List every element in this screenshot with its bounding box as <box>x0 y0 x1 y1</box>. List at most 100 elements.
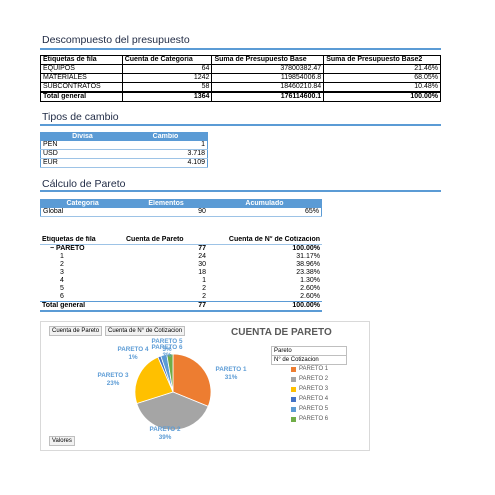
pareto-pivot-total-cell[interactable]: Total general <box>40 301 124 312</box>
budget-cell[interactable]: 18460210.84 <box>211 82 325 93</box>
budget-cell[interactable]: 10.48% <box>323 82 441 93</box>
pareto-pivot-cell[interactable]: 100.00% <box>208 244 322 253</box>
values-button[interactable]: Valores <box>49 436 75 446</box>
pareto-pivot-total-row: Total general 77 100.00% <box>40 301 322 312</box>
budget-cell[interactable]: 37800382.47 <box>211 64 325 74</box>
pareto-pivot-header-cell[interactable]: Cuenta de N° de Cotizacion <box>208 236 322 245</box>
pie-chart <box>134 353 212 431</box>
pareto-pivot-cell[interactable]: 3 <box>60 269 64 276</box>
budget-cell[interactable]: 119854006.8 <box>211 73 325 83</box>
pareto-pivot-cell[interactable]: 18 <box>198 269 206 276</box>
exchange-cell[interactable]: PEN <box>40 141 124 150</box>
pareto-pivot-cell[interactable]: 2.60% <box>300 293 320 300</box>
pie-slice-pareto-1[interactable] <box>172 353 212 407</box>
table-row: USD 3.718 <box>40 149 208 159</box>
exchange-section-title: Tipos de cambio <box>42 111 119 123</box>
budget-cell[interactable]: 64 <box>121 64 213 74</box>
pareto-calc-table: Categoria Elementos Acumulado Global 90 … <box>40 199 322 217</box>
pareto-calc-cell[interactable]: Global <box>40 208 125 217</box>
legend-item[interactable]: PARETO 4 <box>291 396 328 402</box>
slice-percent-text: 23% <box>106 380 120 387</box>
exchange-cell[interactable]: 3.718 <box>123 149 208 159</box>
pareto-calc-header-cell[interactable]: Elementos <box>124 199 208 208</box>
budget-total-cell[interactable]: Total general <box>40 91 123 102</box>
pareto-calc-cell[interactable]: 90 <box>124 208 208 217</box>
pareto-pivot-cell[interactable]: 24 <box>198 253 206 260</box>
pie-slice-pareto-3[interactable] <box>134 356 174 404</box>
pareto-pivot-cell[interactable]: 38.96% <box>296 261 320 268</box>
pareto-pivot-cell[interactable]: 6 <box>60 293 64 300</box>
pareto-pivot-total-cell[interactable]: 77 <box>124 301 208 312</box>
exchange-cell[interactable]: 4.109 <box>123 158 208 168</box>
budget-cell[interactable]: 68.05% <box>323 73 441 83</box>
budget-cell[interactable]: 58 <box>121 82 213 93</box>
pareto-pivot-cell[interactable]: 2.60% <box>300 285 320 292</box>
legend-label: PARETO 4 <box>299 396 329 402</box>
pareto-pivot-cell[interactable]: 2 <box>202 285 206 292</box>
table-row: EQUIPOS 64 37800382.47 21.46% <box>40 64 441 74</box>
budget-cell[interactable]: EQUIPOS <box>40 64 123 74</box>
exchange-header-cell[interactable]: Divisa <box>40 132 124 141</box>
pareto-pivot-cell[interactable]: 5 <box>60 285 64 292</box>
budget-total-cell[interactable]: 176114600.1 <box>211 91 325 102</box>
legend-swatch <box>291 366 296 372</box>
slice-category-text: PARETO 4 <box>117 346 149 353</box>
pareto-pivot-cell[interactable]: − PARETO <box>40 244 124 253</box>
field-button-pareto[interactable]: Cuenta de Pareto <box>49 326 103 336</box>
budget-header-cell[interactable]: Suma de Presupuesto Base2 <box>323 55 441 65</box>
table-row: 6 2 2.60% <box>40 293 322 302</box>
pareto-pivot-cell[interactable]: 30 <box>198 261 206 268</box>
pareto-calc-cell[interactable]: 65% <box>207 208 322 217</box>
pareto-calc-header-cell[interactable]: Acumulado <box>207 199 322 208</box>
exchange-cell[interactable]: USD <box>40 149 124 159</box>
pie-slice-label: PARETO 1 31% <box>211 366 251 382</box>
budget-total-cell[interactable]: 100.00% <box>323 91 441 102</box>
legend-field-cotizacion[interactable]: N° de Cotizacion <box>271 355 347 365</box>
pareto-pivot-cell[interactable]: 1 <box>202 277 206 284</box>
pareto-pivot-header-cell[interactable]: Etiquetas de fila <box>40 236 124 245</box>
pareto-group-label: PARETO <box>56 245 85 252</box>
pareto-pivot-header-cell[interactable]: Cuenta de Pareto <box>124 236 208 245</box>
budget-cell[interactable]: SUBCONTRATOS <box>40 82 123 93</box>
legend-item[interactable]: PARETO 3 <box>291 386 328 392</box>
pie-slice-pareto-2[interactable] <box>136 391 209 431</box>
pie-slice-label: PARETO 4 1% <box>113 346 153 362</box>
budget-header-row: Etiquetas de fila Cuenta de Categoria Su… <box>40 55 441 65</box>
budget-cell[interactable]: 1242 <box>121 73 213 83</box>
budget-cell[interactable]: 21.46% <box>323 64 441 74</box>
legend-item[interactable]: PARETO 1 <box>291 366 328 372</box>
pareto-pivot-cell[interactable]: 1 <box>60 253 64 260</box>
pie-slice-pareto-6[interactable] <box>166 353 174 393</box>
legend-label: PARETO 1 <box>299 366 329 372</box>
slice-category-text: PARETO 2 <box>149 426 181 433</box>
chart-title[interactable]: CUENTA DE PARETO <box>231 327 332 338</box>
budget-total-cell[interactable]: 1364 <box>121 91 213 102</box>
collapse-icon[interactable]: − <box>50 245 55 252</box>
pareto-pivot-cell[interactable]: 23.38% <box>296 269 320 276</box>
budget-header-cell[interactable]: Cuenta de Categoria <box>121 55 213 65</box>
pareto-calc-header-cell[interactable]: Categoria <box>40 199 125 208</box>
budget-cell[interactable]: MATERIALES <box>40 73 123 83</box>
budget-header-cell[interactable]: Suma de Presupuesto Base <box>211 55 325 65</box>
table-row: 5 2 2.60% <box>40 285 322 293</box>
exchange-header-cell[interactable]: Cambio <box>123 132 208 141</box>
pareto-pivot-chart[interactable]: Cuenta de Pareto Cuenta de N° de Cotizac… <box>40 321 370 451</box>
pareto-pivot-cell[interactable]: 2 <box>202 293 206 300</box>
budget-header-cell[interactable]: Etiquetas de fila <box>40 55 123 65</box>
pareto-pivot-total-cell[interactable]: 100.00% <box>208 301 322 312</box>
table-row: EUR 4.109 <box>40 158 208 168</box>
pareto-pivot-cell[interactable]: 2 <box>60 261 64 268</box>
pareto-pivot-cell[interactable]: 1.30% <box>300 277 320 284</box>
exchange-cell[interactable]: 1 <box>123 141 208 150</box>
legend-label: PARETO 3 <box>299 386 329 392</box>
pareto-pivot-cell[interactable]: 77 <box>124 244 208 253</box>
legend-item[interactable]: PARETO 5 <box>291 406 328 412</box>
exchange-cell[interactable]: EUR <box>40 158 124 168</box>
pareto-pivot-cell[interactable]: 31.17% <box>296 253 320 260</box>
field-button-cotizacion[interactable]: Cuenta de N° de Cotizacion <box>105 326 186 336</box>
budget-total-row: Total general 1364 176114600.1 100.00% <box>40 91 441 102</box>
legend-item[interactable]: PARETO 2 <box>291 376 328 382</box>
pareto-calc-header-row: Categoria Elementos Acumulado <box>40 199 322 208</box>
pareto-pivot-cell[interactable]: 4 <box>60 277 64 284</box>
legend-item[interactable]: PARETO 6 <box>291 416 328 422</box>
